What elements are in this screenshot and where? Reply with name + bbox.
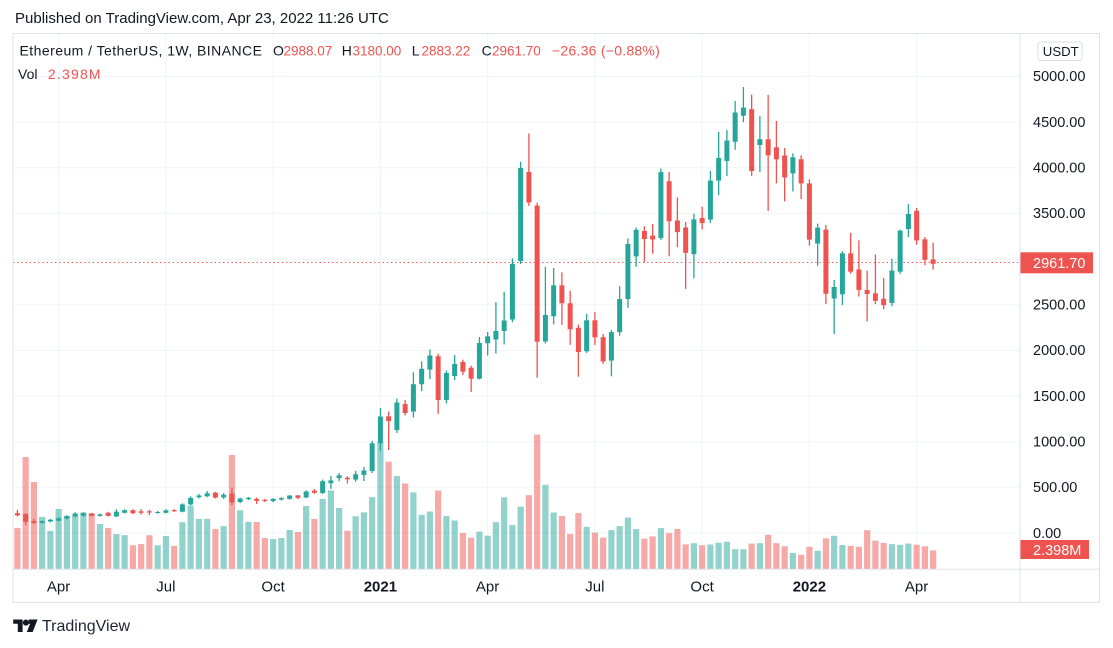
svg-text:O: O <box>273 43 284 59</box>
svg-text:2988.07: 2988.07 <box>284 44 333 59</box>
svg-text:Vol: Vol <box>18 66 37 82</box>
svg-text:2961.70: 2961.70 <box>1033 256 1085 272</box>
svg-text:2021: 2021 <box>364 579 397 596</box>
svg-text:Ethereum / TetherUS, 1W, BINAN: Ethereum / TetherUS, 1W, BINANCE <box>20 43 263 59</box>
svg-text:2.398M: 2.398M <box>48 66 102 82</box>
svg-text:3500.00: 3500.00 <box>1033 206 1085 222</box>
svg-text:1000.00: 1000.00 <box>1033 435 1085 451</box>
svg-text:Jul: Jul <box>585 579 604 596</box>
svg-text:500.00: 500.00 <box>1033 480 1077 496</box>
svg-text:Jul: Jul <box>156 579 175 596</box>
svg-text:2022: 2022 <box>793 579 826 596</box>
svg-text:Oct: Oct <box>261 579 285 596</box>
svg-text:Oct: Oct <box>690 579 714 596</box>
svg-text:Apr: Apr <box>47 579 70 596</box>
svg-text:5000.00: 5000.00 <box>1033 69 1085 85</box>
svg-text:L: L <box>412 43 420 59</box>
svg-text:Apr: Apr <box>476 579 499 596</box>
svg-text:2883.22: 2883.22 <box>422 44 471 59</box>
svg-text:3180.00: 3180.00 <box>353 44 402 59</box>
svg-text:0.00: 0.00 <box>1033 526 1061 542</box>
svg-text:−26.36 (−0.88%): −26.36 (−0.88%) <box>552 43 660 59</box>
svg-text:USDT: USDT <box>1043 44 1079 59</box>
svg-text:1500.00: 1500.00 <box>1033 389 1085 405</box>
svg-text:C: C <box>482 43 492 59</box>
svg-text:4500.00: 4500.00 <box>1033 115 1085 131</box>
svg-text:2.398M: 2.398M <box>1033 543 1081 559</box>
svg-text:4000.00: 4000.00 <box>1033 161 1085 177</box>
svg-text:2000.00: 2000.00 <box>1033 343 1085 359</box>
svg-text:H: H <box>342 43 352 59</box>
svg-text:Apr: Apr <box>905 579 928 596</box>
svg-text:2500.00: 2500.00 <box>1033 298 1085 314</box>
svg-text:2961.70: 2961.70 <box>492 44 541 59</box>
